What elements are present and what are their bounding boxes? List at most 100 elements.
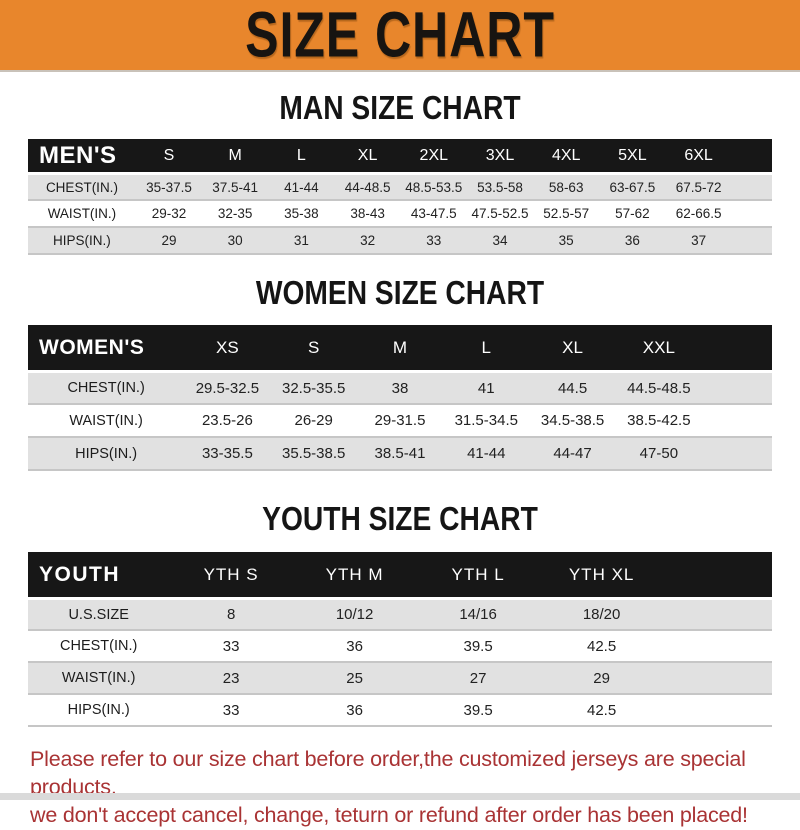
size-chart-section: YOUTH SIZE CHART YOUTH YTH S YTH M YTH L YT… (0, 501, 800, 727)
value-cell: 47.5-52.5 (471, 206, 529, 221)
table-row: WAIST(IN.) 23.5-26 26-29 29-31.5 31.5-34.5 34… (28, 403, 772, 436)
value-cell: 29 (161, 233, 177, 248)
row-label: WAIST(IN.) (69, 412, 143, 429)
row-label: HIPS(IN.) (53, 233, 111, 248)
disclaimer-text: Please refer to our size chart before or… (30, 746, 772, 830)
value-cell: 36 (346, 701, 363, 719)
value-cell: 10/12 (335, 606, 374, 623)
value-cell: 39.5 (463, 637, 493, 655)
value-cell: 23.5-26 (201, 412, 253, 429)
value-cell: 25 (346, 669, 363, 687)
row-label: CHEST(IN.) (67, 380, 145, 396)
value-cell: 47-50 (639, 445, 679, 462)
value-cell: 29.5-32.5 (195, 379, 260, 397)
value-cell: 53.5-58 (477, 179, 523, 195)
table-row: WAIST(IN.) 23 25 27 29 (28, 661, 772, 693)
banner-title: SIZE CHART (245, 0, 555, 71)
table-row: CHEST(IN.) 29.5-32.5 32.5-35.5 38 41 44.5 44.5… (28, 370, 772, 403)
table-header-row: YOUTH YTH S YTH M YTH L YTH XL (28, 552, 772, 597)
value-cell: 26-29 (294, 412, 333, 429)
column-header: XXL (642, 337, 675, 357)
value-cell: 44.5 (557, 379, 588, 397)
value-cell: 58-63 (548, 179, 584, 195)
column-header: L (296, 146, 306, 164)
value-cell: 44.5-48.5 (627, 379, 691, 397)
value-cell: 62-66.5 (675, 206, 722, 221)
value-cell: 35 (558, 233, 574, 248)
value-cell: 30 (227, 233, 243, 248)
table-row: CHEST(IN.) 35-37.5 37.5-41 41-44 44-48.5 48.5… (28, 172, 772, 199)
value-cell: 36 (346, 637, 363, 655)
value-cell: 38 (391, 379, 409, 397)
value-cell: 34.5-38.5 (540, 412, 605, 429)
table-category-label: MEN'S (39, 141, 117, 169)
column-header: 5XL (618, 146, 647, 164)
column-header: YTH S (203, 564, 259, 584)
value-cell: 34 (492, 233, 508, 248)
value-cell: 63-67.5 (609, 179, 656, 195)
column-header: M (228, 146, 242, 164)
size-table: YOUTH YTH S YTH M YTH L YTH XL U.S.SIZE 8 10/… (28, 552, 772, 727)
table-category-label: WOMEN'S (39, 335, 145, 359)
value-cell: 37 (691, 233, 707, 248)
size-chart-sections: MAN SIZE CHART MEN'S S M L XL 2XL 3XL 4XL 5XL 6X… (0, 89, 800, 727)
disclaimer-line-1: Please refer to our size chart before or… (30, 747, 746, 799)
table-row: WAIST(IN.) 29-32 32-35 35-38 38-43 43-47.5 47.… (28, 199, 772, 226)
column-header: S (163, 146, 175, 164)
value-cell: 35-37.5 (146, 179, 192, 195)
value-cell: 38-43 (350, 206, 385, 221)
row-label: HIPS(IN.) (67, 702, 130, 718)
row-label: WAIST(IN.) (47, 206, 117, 221)
value-cell: 37.5-41 (212, 179, 259, 195)
table-row: U.S.SIZE 8 10/12 14/16 18/20 (28, 597, 772, 629)
value-cell: 18/20 (582, 606, 621, 623)
table-row: HIPS(IN.) 33 36 39.5 42.5 (28, 693, 772, 725)
value-cell: 31.5-34.5 (454, 412, 518, 429)
row-label: CHEST(IN.) (45, 179, 118, 195)
size-table: WOMEN'S XS S M L XL XXL CHEST(IN.) 29.5-32.5 32… (28, 325, 772, 471)
value-cell: 29-32 (151, 206, 187, 221)
column-header: 3XL (485, 146, 515, 164)
size-chart-section: WOMEN SIZE CHART WOMEN'S XS S M L XL XXL CHES… (0, 274, 800, 471)
value-cell: 32-35 (217, 206, 253, 221)
value-cell: 39.5 (463, 701, 493, 719)
value-cell: 38.5-42.5 (627, 412, 691, 429)
value-cell: 8 (226, 606, 236, 623)
table-row: CHEST(IN.) 33 36 39.5 42.5 (28, 629, 772, 661)
value-cell: 32 (360, 233, 376, 248)
value-cell: 41-44 (467, 445, 506, 462)
column-header: XL (357, 146, 378, 164)
table-category-label: YOUTH (39, 562, 120, 586)
value-cell: 44-48.5 (344, 179, 391, 195)
value-cell: 41-44 (284, 179, 319, 195)
column-header: YTH L (451, 564, 505, 584)
value-cell: 67.5-72 (675, 179, 722, 195)
table-row: HIPS(IN.) 33-35.5 35.5-38.5 38.5-41 41-44 44-… (28, 436, 772, 469)
row-label: WAIST(IN.) (61, 670, 136, 686)
value-cell: 36 (624, 233, 640, 248)
row-label: CHEST(IN.) (60, 638, 138, 654)
value-cell: 27 (469, 669, 487, 687)
column-header: L (481, 337, 491, 357)
column-header: YTH XL (568, 564, 635, 584)
value-cell: 29 (593, 669, 610, 687)
value-cell: 41 (477, 379, 495, 397)
value-cell: 14/16 (459, 606, 497, 623)
column-header: M (392, 337, 408, 357)
value-cell: 38.5-41 (374, 445, 426, 462)
value-cell: 35.5-38.5 (281, 445, 346, 462)
section-title: WOMEN SIZE CHART (255, 274, 545, 312)
column-header: 4XL (551, 146, 581, 164)
section-title: MAN SIZE CHART (279, 89, 521, 127)
disclaimer-line-2: we don't accept cancel, change, teturn o… (30, 802, 748, 827)
table-header-row: WOMEN'S XS S M L XL XXL (28, 325, 772, 370)
value-cell: 33 (426, 233, 442, 248)
value-cell: 44-47 (553, 445, 592, 462)
bottom-edge-strip (0, 793, 800, 800)
value-cell: 33 (222, 701, 240, 719)
value-cell: 57-62 (615, 206, 650, 221)
value-cell: 33 (222, 637, 240, 655)
row-label: HIPS(IN.) (75, 445, 138, 462)
value-cell: 31 (293, 233, 309, 248)
value-cell: 42.5 (587, 701, 617, 719)
